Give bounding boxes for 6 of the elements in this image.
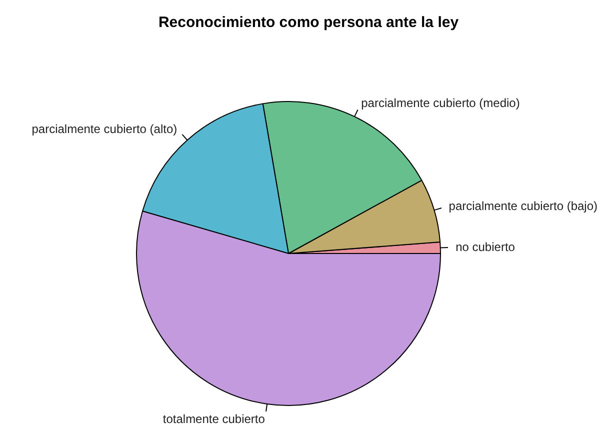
slice-label: no cubierto: [456, 240, 516, 254]
chart-title: Reconocimiento como persona ante la ley: [158, 14, 460, 31]
slice-label: parcialmente cubierto (bajo): [448, 198, 598, 213]
slice-label: parcialmente cubierto (alto): [32, 122, 178, 136]
slice-label: parcialmente cubierto (medio): [361, 96, 520, 110]
slice-label: totalmente cubierto: [162, 412, 266, 426]
